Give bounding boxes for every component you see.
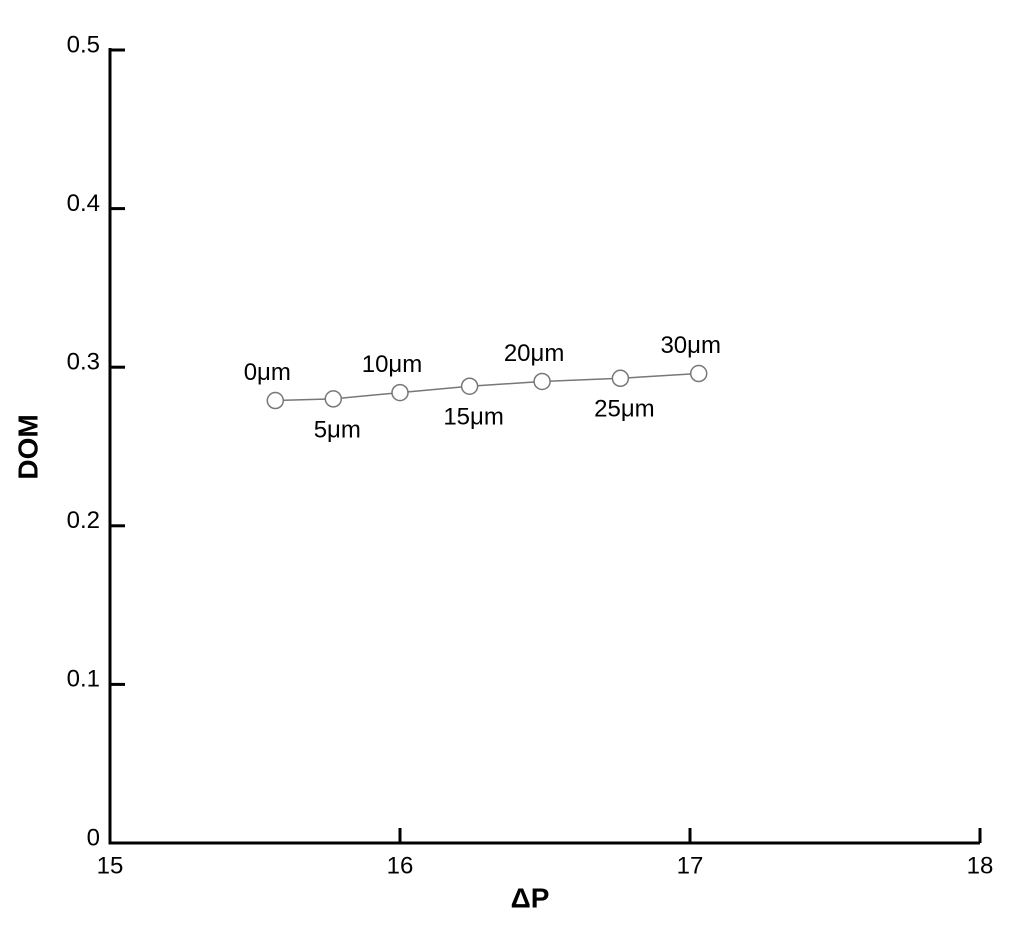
point-label: 25μm [594,396,655,423]
x-tick-label: 18 [967,852,994,879]
y-axis-title: DOM [12,414,43,479]
x-tick-label: 16 [387,852,414,879]
x-tick-label: 17 [677,852,704,879]
y-tick-label: 0.2 [67,507,100,534]
point-label: 30μm [660,332,721,359]
data-point [533,372,551,391]
y-tick-label: 0.4 [67,190,100,217]
point-label: 5μm [314,416,361,443]
x-axis-title: ΔP [511,882,550,913]
y-tick-label: 0 [87,824,100,851]
y-tick-label: 0.5 [67,31,100,58]
data-point [324,390,343,408]
y-tick-label: 0.1 [67,666,100,693]
x-tick-label: 15 [97,852,124,879]
data-point [266,391,285,410]
point-label: 10μm [362,351,423,378]
y-tick-label: 0.3 [67,349,100,376]
point-label: 20μm [504,340,565,367]
data-point [611,369,630,388]
point-label: 0μm [244,359,291,386]
point-label: 15μm [443,404,504,431]
data-point [391,383,409,402]
data-point [689,364,708,383]
data-point [460,377,479,395]
